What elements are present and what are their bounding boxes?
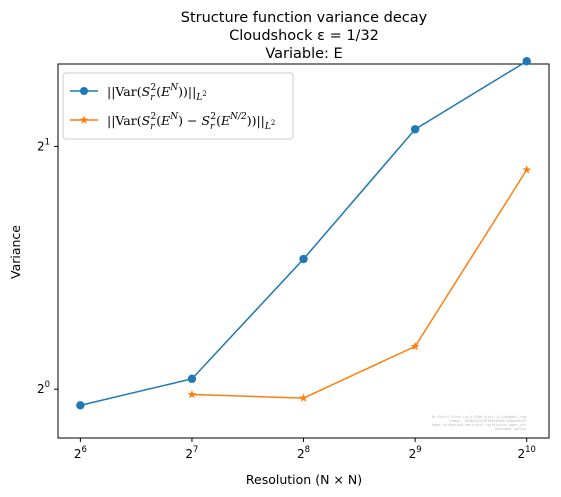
series-layer (76, 57, 532, 410)
legend: ||Var(Sr2(EN))||L2 ||Var(Sr2(EN) − Sr2(E… (62, 72, 294, 140)
y-tick-label: 21 (37, 137, 50, 153)
watermark-line-3: Repo: git@github.com:kjetil-lye/alsvinn_… (432, 423, 526, 427)
series-2-point (410, 341, 420, 351)
legend-label-series-1: ||Var(Sr2(EN))||L2 (107, 83, 207, 103)
legend-marker-series-1 (80, 87, 88, 95)
y-tick-label: 20 (37, 380, 50, 396)
x-tick-label: 210 (517, 445, 535, 461)
series-2-point (299, 393, 308, 402)
legend-marker-series-2 (79, 115, 89, 124)
series-2-point (522, 165, 532, 174)
watermark-line-2: Commit: 6438b5124f071b9e35a9c1a45bc20c3f (449, 419, 526, 423)
chart-title-line-1: Structure function variance decay (181, 10, 428, 26)
series-1-point (410, 125, 420, 134)
series-1-point (187, 374, 197, 384)
series-2-line (191, 169, 528, 399)
chart-title-line-3: Variable: E (265, 46, 342, 62)
x-axis-ticks: 26 27 28 29 210 (74, 438, 536, 461)
chart-title-line-2: Cloudshock ε = 1/32 (229, 28, 379, 44)
watermark: By Kjetil Olsen Lye 0.9706 kjetil.o.lye@… (432, 415, 526, 431)
watermark-line-1: By Kjetil Olsen Lye 0.9706 kjetil.o.lye@… (432, 415, 526, 419)
x-tick-label: 27 (185, 445, 198, 461)
x-axis-label: Resolution (N × N) (246, 472, 362, 487)
x-tick-label: 28 (297, 445, 310, 461)
legend-box (62, 72, 294, 140)
x-tick-label: 29 (409, 445, 422, 461)
series-1-point (299, 254, 308, 264)
x-tick-label: 26 (74, 445, 87, 461)
series-2-point (187, 389, 197, 399)
series-1-point (522, 57, 531, 66)
series-1-point (76, 401, 85, 410)
y-axis-label: Variance (8, 225, 23, 279)
watermark-line-4: Hostname: galois (495, 427, 526, 431)
